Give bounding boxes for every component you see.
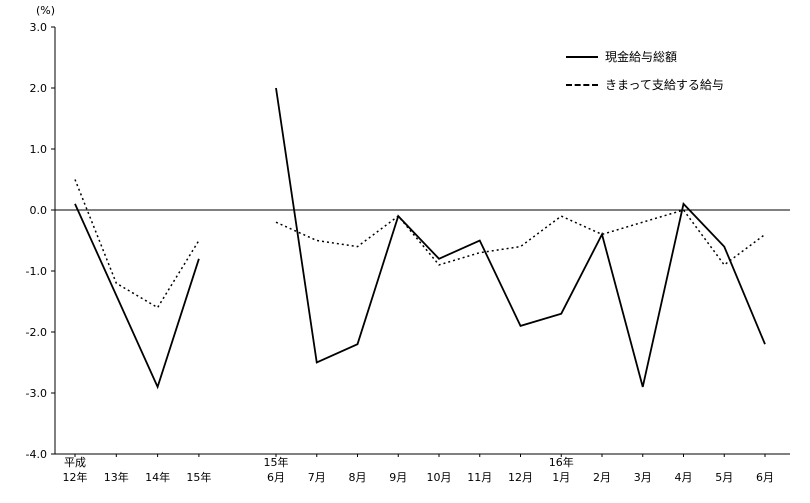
x-tick-label: 9月 (389, 471, 407, 484)
x-tick-label: 6月 (267, 471, 285, 484)
x-tick-label: 11月 (467, 471, 492, 484)
legend-label-contractual-earnings: きまって支給する給与 (605, 78, 724, 92)
legend-item-total-cash-earnings: 現金給与総額 (566, 48, 724, 65)
y-tick-label: -1.0 (26, 265, 47, 278)
x-tick-label: 4月 (675, 471, 693, 484)
series-line-total-cash-earnings (74, 203, 200, 390)
x-tick-label: 7月 (308, 471, 326, 484)
x-tick-label: 8月 (349, 471, 367, 484)
x-tick-label: 5月 (715, 471, 733, 484)
y-tick-label: 3.0 (30, 21, 48, 34)
x-tick-label: 15年 (186, 470, 211, 484)
series-line-total-cash-earnings (275, 87, 766, 388)
dashed-line-swatch (566, 83, 598, 86)
x-tick-label: 1月 (552, 471, 570, 484)
legend-item-contractual-earnings: きまって支給する給与 (566, 76, 724, 93)
y-tick-label: 0.0 (30, 204, 48, 217)
y-tick-label: -3.0 (26, 387, 47, 400)
solid-line-swatch (566, 55, 598, 58)
series-line-contractual-earnings (275, 209, 766, 266)
series-line-contractual-earnings (74, 179, 200, 309)
y-tick-label: 1.0 (30, 143, 48, 156)
x-tick-label: 3月 (634, 471, 652, 484)
era-label: 16年 (549, 455, 574, 469)
x-tick-label: 6月 (756, 471, 774, 484)
x-tick-label: 13年 (104, 470, 129, 484)
y-tick-label: -4.0 (26, 448, 47, 461)
y-axis-unit-label: (%) (36, 4, 56, 17)
x-tick-label: 12年 (63, 470, 88, 484)
legend-label-total-cash-earnings: 現金給与総額 (605, 50, 678, 64)
x-tick-label: 10月 (427, 471, 452, 484)
x-tick-label: 12月 (508, 471, 533, 484)
legend: 現金給与総額 きまって支給する給与 (566, 48, 724, 93)
y-tick-label: 2.0 (30, 82, 48, 95)
x-tick-label: 14年 (145, 470, 170, 484)
y-tick-label: -2.0 (26, 326, 47, 339)
x-tick-label: 2月 (593, 471, 611, 484)
era-label: 15年 (264, 455, 289, 469)
era-label: 平成 (64, 456, 86, 469)
